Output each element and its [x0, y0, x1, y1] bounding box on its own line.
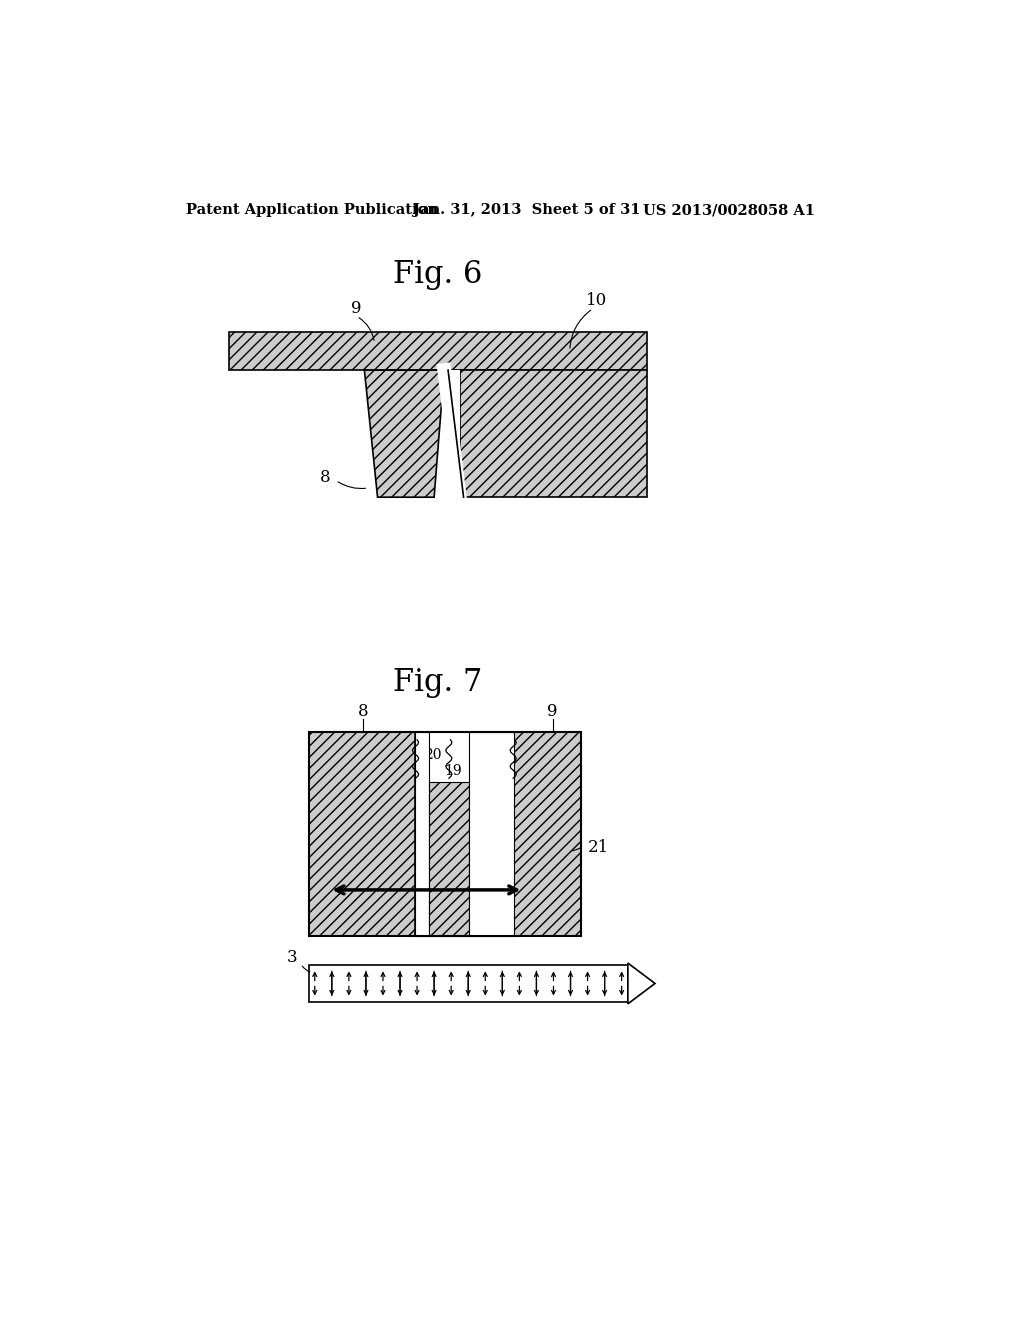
Bar — [308, 965, 628, 1002]
Text: Fig. 6: Fig. 6 — [393, 259, 482, 289]
Text: 20: 20 — [424, 748, 441, 762]
Text: 8: 8 — [321, 470, 331, 487]
Bar — [415, 733, 514, 936]
Polygon shape — [628, 964, 655, 1003]
Bar — [469, 733, 514, 936]
Text: 3: 3 — [287, 949, 297, 966]
Polygon shape — [444, 370, 460, 498]
Text: 10: 10 — [587, 292, 607, 309]
Bar — [308, 733, 415, 936]
Polygon shape — [365, 370, 444, 498]
Text: 8: 8 — [357, 702, 369, 719]
Text: 9: 9 — [548, 702, 558, 719]
Text: 18: 18 — [476, 748, 494, 762]
Bar — [308, 733, 582, 936]
Text: Fig. 7: Fig. 7 — [393, 667, 482, 697]
Text: Jan. 31, 2013  Sheet 5 of 31: Jan. 31, 2013 Sheet 5 of 31 — [414, 203, 641, 216]
Text: 9: 9 — [351, 300, 361, 317]
Text: 21: 21 — [588, 840, 609, 857]
Bar — [228, 331, 647, 370]
Text: Patent Application Publication: Patent Application Publication — [186, 203, 438, 216]
Bar — [415, 733, 429, 936]
Text: 19: 19 — [444, 763, 462, 777]
Bar — [514, 733, 582, 936]
Bar — [429, 781, 469, 936]
Text: US 2013/0028058 A1: US 2013/0028058 A1 — [643, 203, 815, 216]
Bar — [460, 370, 647, 498]
